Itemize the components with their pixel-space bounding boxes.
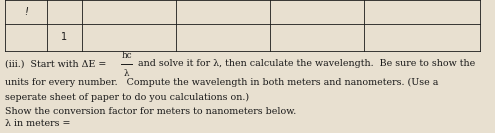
Text: (iii.)  Start with ΔE =: (iii.) Start with ΔE = [5,59,109,68]
Text: hc: hc [121,51,132,60]
Text: !: ! [24,7,28,17]
Text: 1: 1 [61,32,67,42]
Text: seperate sheet of paper to do you calculations on.): seperate sheet of paper to do you calcul… [5,93,249,102]
Text: λ: λ [124,69,130,78]
Text: λ in meters =: λ in meters = [5,119,73,128]
Text: and solve it for λ, then calculate the wavelength.  Be sure to show the: and solve it for λ, then calculate the w… [135,59,475,68]
Text: units for every number.   Compute the wavelength in both meters and nanometers. : units for every number. Compute the wave… [5,78,439,87]
Text: Show the conversion factor for meters to nanometers below.: Show the conversion factor for meters to… [5,107,296,116]
